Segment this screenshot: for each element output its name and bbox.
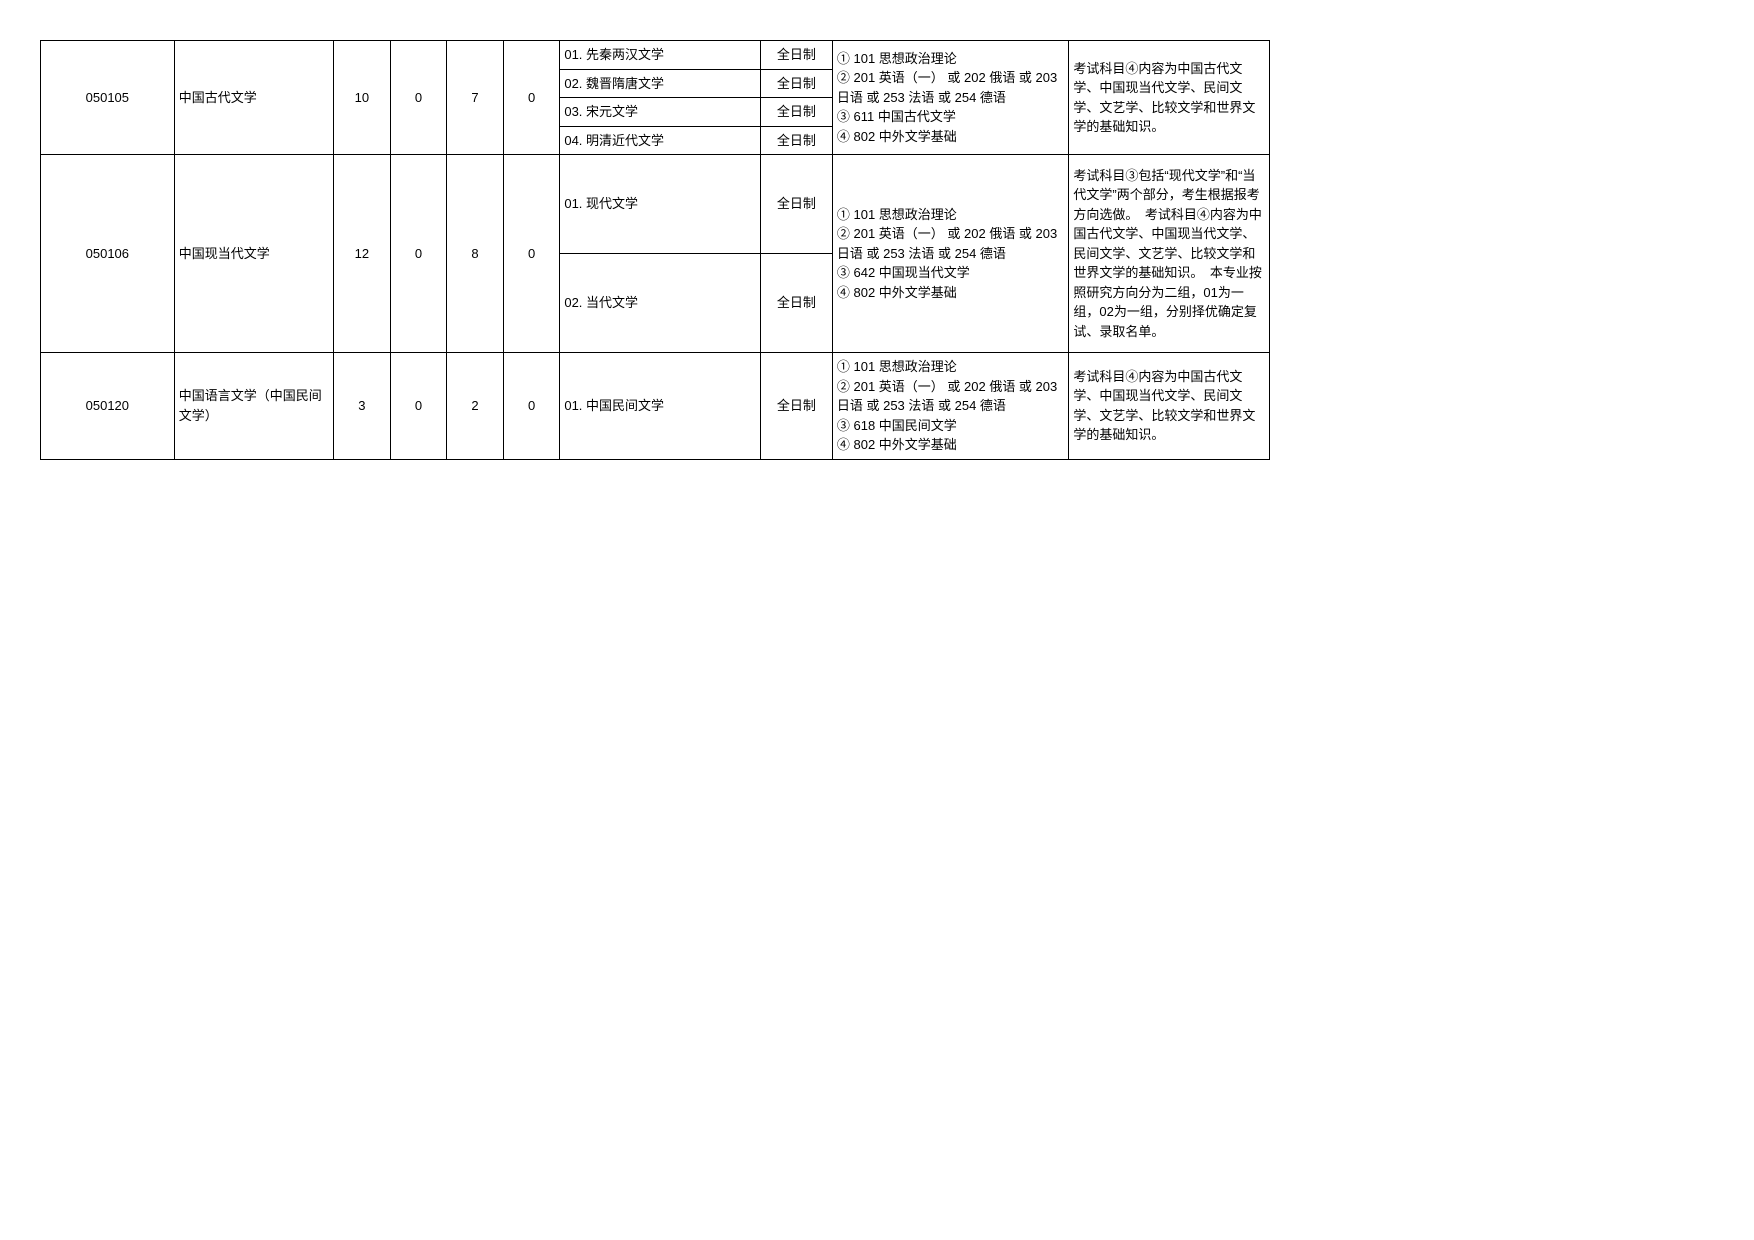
cell-mode: 全日制 [760, 41, 832, 70]
cell-direction: 02. 魏晋隋唐文学 [560, 69, 761, 98]
cell-n3: 7 [447, 41, 504, 155]
cell-direction: 03. 宋元文学 [560, 98, 761, 127]
cell-major: 中国语言文学（中国民间文学） [174, 353, 333, 460]
cell-exam: ① 101 思想政治理论 ② 201 英语（一） 或 202 俄语 或 203 … [832, 353, 1069, 460]
cell-direction: 01. 先秦两汉文学 [560, 41, 761, 70]
cell-code: 050120 [41, 353, 175, 460]
cell-n1: 3 [334, 353, 391, 460]
cell-n3: 8 [447, 155, 504, 353]
table-body: 050105 中国古代文学 10 0 7 0 01. 先秦两汉文学 全日制 ① … [41, 41, 1270, 460]
cell-n4: 0 [503, 155, 560, 353]
cell-direction: 04. 明清近代文学 [560, 126, 761, 155]
cell-n4: 0 [503, 41, 560, 155]
cell-direction: 01. 中国民间文学 [560, 353, 761, 460]
cell-mode: 全日制 [760, 254, 832, 353]
table-row: 050120 中国语言文学（中国民间文学） 3 0 2 0 01. 中国民间文学… [41, 353, 1270, 460]
cell-n2: 0 [390, 155, 447, 353]
cell-exam: ① 101 思想政治理论 ② 201 英语（一） 或 202 俄语 或 203 … [832, 41, 1069, 155]
cell-n2: 0 [390, 41, 447, 155]
cell-mode: 全日制 [760, 69, 832, 98]
cell-code: 050105 [41, 41, 175, 155]
cell-note: 考试科目③包括“现代文学”和“当代文学”两个部分，考生根据报考方向选做。 考试科… [1069, 155, 1270, 353]
cell-note: 考试科目④内容为中国古代文学、中国现当代文学、民间文学、文艺学、比较文学和世界文… [1069, 353, 1270, 460]
cell-code: 050106 [41, 155, 175, 353]
cell-direction: 02. 当代文学 [560, 254, 761, 353]
cell-major: 中国古代文学 [174, 41, 333, 155]
cell-n4: 0 [503, 353, 560, 460]
program-table: 050105 中国古代文学 10 0 7 0 01. 先秦两汉文学 全日制 ① … [40, 40, 1270, 460]
cell-n2: 0 [390, 353, 447, 460]
cell-n3: 2 [447, 353, 504, 460]
table-row: 050105 中国古代文学 10 0 7 0 01. 先秦两汉文学 全日制 ① … [41, 41, 1270, 70]
cell-mode: 全日制 [760, 353, 832, 460]
cell-n1: 12 [334, 155, 391, 353]
cell-direction: 01. 现代文学 [560, 155, 761, 254]
cell-exam: ① 101 思想政治理论 ② 201 英语（一） 或 202 俄语 或 203 … [832, 155, 1069, 353]
cell-mode: 全日制 [760, 155, 832, 254]
cell-mode: 全日制 [760, 98, 832, 127]
table-row: 050106 中国现当代文学 12 0 8 0 01. 现代文学 全日制 ① 1… [41, 155, 1270, 254]
cell-note: 考试科目④内容为中国古代文学、中国现当代文学、民间文学、文艺学、比较文学和世界文… [1069, 41, 1270, 155]
cell-mode: 全日制 [760, 126, 832, 155]
cell-n1: 10 [334, 41, 391, 155]
cell-major: 中国现当代文学 [174, 155, 333, 353]
